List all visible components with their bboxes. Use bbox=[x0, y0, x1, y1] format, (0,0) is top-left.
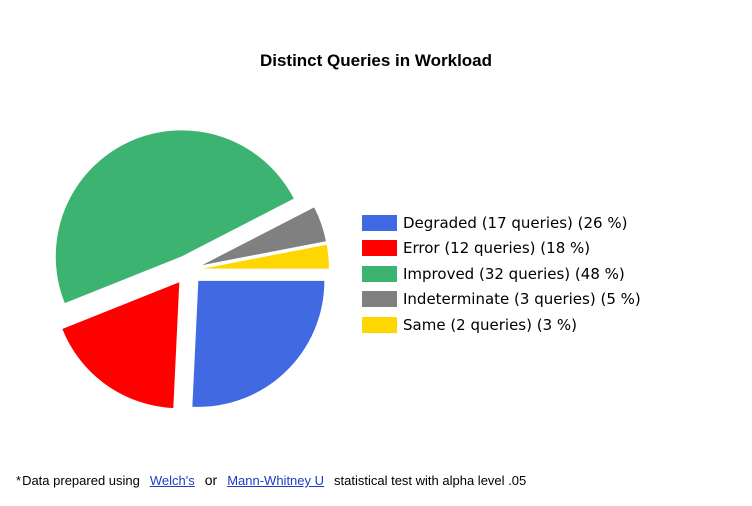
legend-label: Degraded (17 queries) (26 %) bbox=[403, 213, 628, 232]
footnote: *Data prepared using Welch's or Mann-Whitne… bbox=[16, 472, 526, 488]
legend-label: Same (2 queries) (3 %) bbox=[403, 315, 578, 334]
legend-swatch bbox=[362, 240, 397, 257]
legend-label: Indeterminate (3 queries) (5 %) bbox=[403, 290, 641, 309]
legend-item-same: Same (2 queries) (3 %) bbox=[362, 312, 641, 338]
pie-slice-degraded bbox=[192, 280, 325, 407]
legend-item-degraded: Degraded (17 queries) (26 %) bbox=[362, 210, 641, 236]
legend-item-improved: Improved (32 queries) (48 %) bbox=[362, 261, 641, 287]
legend-label: Error (12 queries) (18 %) bbox=[403, 239, 591, 258]
legend-swatch bbox=[362, 265, 397, 282]
chart-title: Distinct Queries in Workload bbox=[259, 51, 493, 70]
legend-label: Improved (32 queries) (48 %) bbox=[403, 264, 625, 283]
legend-item-error: Error (12 queries) (18 %) bbox=[362, 236, 641, 262]
footnote-asterisk: * bbox=[16, 473, 22, 488]
legend-swatch bbox=[362, 316, 397, 333]
pie-slice-improved bbox=[55, 130, 294, 304]
footnote-or: or bbox=[204, 472, 218, 488]
mann-whitney-link[interactable]: Mann-Whitney U bbox=[227, 473, 325, 488]
legend-swatch bbox=[362, 291, 397, 308]
pie-slice-error bbox=[62, 282, 180, 409]
welch-test-link[interactable]: Welch's bbox=[149, 473, 195, 488]
footnote-text-before: Data prepared using bbox=[22, 473, 140, 488]
legend-item-indeterminate: Indeterminate (3 queries) (5 %) bbox=[362, 287, 641, 313]
footnote-text-after: statistical test with alpha level .05 bbox=[334, 473, 527, 488]
legend-swatch bbox=[362, 214, 397, 231]
pie-slice-indeterminate bbox=[202, 207, 326, 266]
chart-legend: Degraded (17 queries) (26 %) Error (12 qu… bbox=[362, 210, 641, 338]
pie-slice-same bbox=[202, 244, 329, 269]
